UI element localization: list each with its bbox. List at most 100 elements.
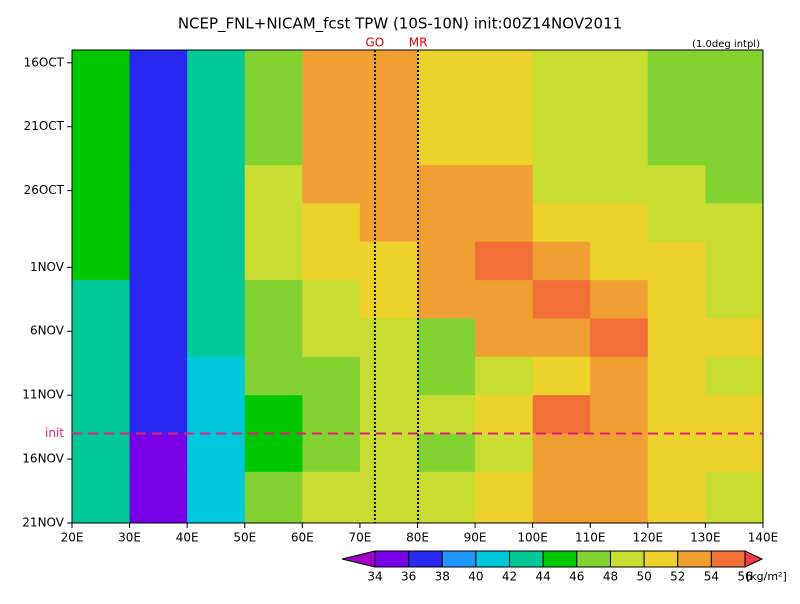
cell bbox=[417, 241, 476, 281]
cell bbox=[417, 50, 476, 166]
cell bbox=[532, 471, 591, 524]
y-tick-label: 11NOV bbox=[22, 388, 64, 402]
cell bbox=[244, 433, 303, 473]
colorbar-box bbox=[509, 550, 544, 568]
cell bbox=[129, 433, 188, 473]
cell bbox=[417, 280, 476, 319]
cell bbox=[359, 471, 418, 524]
cell bbox=[72, 165, 131, 204]
colorbar-box bbox=[408, 550, 443, 568]
cell bbox=[72, 50, 131, 166]
cell bbox=[129, 471, 188, 524]
cell bbox=[187, 165, 246, 204]
y-tick-label: 1NOV bbox=[30, 260, 65, 274]
colorbar-label: 50 bbox=[636, 570, 651, 584]
cell bbox=[187, 203, 246, 243]
cell bbox=[475, 203, 534, 243]
cell bbox=[302, 433, 361, 473]
colorbar-label: 46 bbox=[569, 570, 584, 584]
cell bbox=[187, 356, 246, 396]
chart-subtitle: (1.0deg intpl) bbox=[692, 39, 760, 50]
colorbar-label: 38 bbox=[435, 570, 450, 584]
cell bbox=[244, 203, 303, 243]
colorbar-label: 44 bbox=[536, 570, 551, 584]
cell bbox=[129, 50, 188, 166]
cell bbox=[532, 165, 591, 204]
cell bbox=[129, 395, 188, 435]
cell bbox=[359, 165, 418, 204]
cell bbox=[590, 471, 649, 524]
cell bbox=[359, 241, 418, 281]
cell bbox=[532, 395, 591, 435]
colorbar-high bbox=[744, 550, 764, 568]
cell bbox=[244, 241, 303, 281]
cell bbox=[244, 165, 303, 204]
cell bbox=[532, 433, 591, 473]
x-tick-label: 90E bbox=[464, 531, 487, 545]
cell bbox=[244, 471, 303, 524]
cell bbox=[705, 433, 764, 473]
x-tick-label: 120E bbox=[633, 531, 664, 545]
marker-label: MR bbox=[409, 36, 428, 50]
x-tick-label: 80E bbox=[406, 531, 429, 545]
cell bbox=[475, 50, 534, 166]
colorbar-label: 54 bbox=[704, 570, 719, 584]
colorbar-label: 34 bbox=[367, 570, 382, 584]
cell bbox=[244, 318, 303, 358]
cell bbox=[705, 395, 764, 435]
cell bbox=[72, 356, 131, 396]
cell bbox=[72, 280, 131, 319]
colorbar-box bbox=[677, 550, 712, 568]
cell bbox=[590, 50, 649, 166]
cell bbox=[302, 241, 361, 281]
cell bbox=[417, 471, 476, 524]
cell bbox=[647, 203, 706, 243]
cell bbox=[72, 471, 131, 524]
colorbar-box bbox=[609, 550, 645, 568]
y-tick-label: 6NOV bbox=[30, 324, 65, 338]
cell bbox=[590, 395, 649, 435]
cell bbox=[705, 165, 764, 204]
y-tick-label: 21OCT bbox=[24, 119, 65, 133]
cell bbox=[590, 280, 649, 319]
cell bbox=[647, 318, 706, 358]
x-tick-label: 50E bbox=[233, 531, 256, 545]
y-tick-label: 21NOV bbox=[22, 516, 64, 530]
cell bbox=[72, 318, 131, 358]
cell bbox=[532, 50, 591, 166]
cell bbox=[417, 165, 476, 204]
colorbar-low bbox=[341, 550, 376, 568]
marker-label: GO bbox=[366, 36, 385, 50]
cell bbox=[187, 433, 246, 473]
cell bbox=[417, 318, 476, 358]
cell bbox=[417, 433, 476, 473]
init-label: init bbox=[45, 426, 64, 440]
cell bbox=[417, 356, 476, 396]
colorbar-label: 40 bbox=[468, 570, 483, 584]
cell bbox=[302, 280, 361, 319]
colorbar-box bbox=[576, 550, 611, 568]
y-tick-label: 16OCT bbox=[24, 55, 65, 69]
cell bbox=[187, 471, 246, 524]
cell bbox=[187, 280, 246, 319]
cell bbox=[475, 395, 534, 435]
cell bbox=[647, 433, 706, 473]
x-tick-label: 40E bbox=[176, 531, 199, 545]
cell bbox=[705, 241, 764, 281]
chart-title: NCEP_FNL+NICAM_fcst TPW (10S-10N) init:0… bbox=[178, 15, 622, 34]
cell bbox=[302, 203, 361, 243]
cell bbox=[359, 433, 418, 473]
colorbar-box bbox=[475, 550, 511, 568]
cell bbox=[129, 203, 188, 243]
cell bbox=[129, 165, 188, 204]
cell bbox=[187, 50, 246, 166]
cell bbox=[72, 203, 131, 243]
x-tick-label: 130E bbox=[690, 531, 721, 545]
y-tick-label: 16NOV bbox=[22, 452, 64, 466]
cell bbox=[417, 395, 476, 435]
colorbar-box bbox=[643, 550, 679, 568]
cell bbox=[244, 50, 303, 166]
cell bbox=[532, 356, 591, 396]
cell bbox=[590, 318, 649, 358]
colorbar-label: 56 bbox=[737, 570, 752, 584]
